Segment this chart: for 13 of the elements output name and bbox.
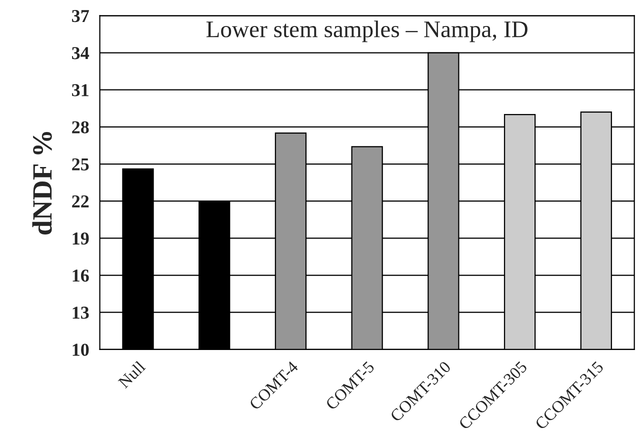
y-axis-title: dNDF % — [32, 132, 52, 235]
y-tick-label: 19 — [72, 232, 89, 245]
y-tick-label: 22 — [72, 195, 89, 208]
chart-title: Lower stem samples – Nampa, ID — [206, 20, 528, 42]
x-tick-label: Null — [117, 360, 146, 389]
y-tick-label: 16 — [72, 270, 89, 282]
y-tick-label: 34 — [72, 47, 90, 60]
y-tick-label: 25 — [72, 158, 89, 170]
y-tick-label: 10 — [72, 344, 89, 356]
y-tick-label: 37 — [72, 10, 89, 22]
y-tick-label: 28 — [72, 121, 89, 134]
y-tick-label: 13 — [72, 306, 89, 319]
y-tick-label: 31 — [72, 84, 88, 96]
